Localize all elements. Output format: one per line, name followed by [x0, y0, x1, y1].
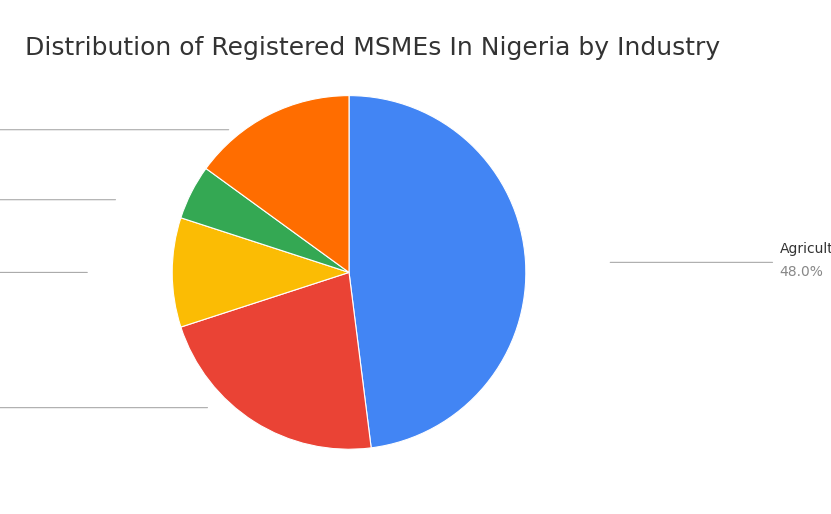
Wedge shape — [172, 218, 349, 327]
Wedge shape — [206, 96, 349, 272]
Wedge shape — [349, 96, 526, 448]
Wedge shape — [181, 169, 349, 272]
Wedge shape — [181, 272, 371, 449]
Text: Distribution of Registered MSMEs In Nigeria by Industry: Distribution of Registered MSMEs In Nige… — [25, 36, 720, 60]
Text: 48.0%: 48.0% — [779, 265, 824, 279]
Text: Agriculture: Agriculture — [779, 242, 831, 256]
